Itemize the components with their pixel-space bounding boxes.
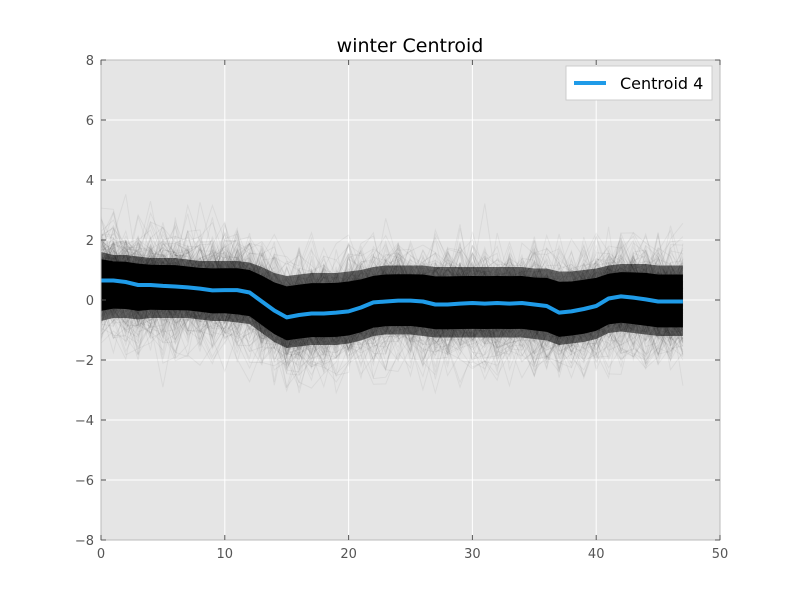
- ticks: [100, 59, 721, 541]
- x-tick-label: 10: [217, 547, 234, 562]
- y-tick-label: −2: [75, 354, 94, 369]
- background-trace: [100, 219, 684, 302]
- y-tick-label: 0: [86, 294, 94, 309]
- x-tick-label: 20: [340, 547, 357, 562]
- x-tick-label: 50: [712, 547, 729, 562]
- chart-title: winter Centroid: [337, 35, 484, 57]
- y-tick-label: 8: [86, 54, 94, 69]
- x-tick-label: 40: [588, 547, 605, 562]
- legend-label: Centroid 4: [620, 74, 703, 93]
- y-tick-label: −6: [75, 474, 94, 489]
- x-tick-label: 0: [97, 547, 105, 562]
- background-trace: [100, 201, 684, 303]
- y-tick-label: 2: [86, 234, 94, 249]
- background-trace: [100, 296, 684, 393]
- background-trace: [100, 293, 684, 389]
- y-tick-label: 6: [86, 114, 94, 129]
- background-trace: [100, 239, 684, 324]
- y-tick-label: 4: [86, 174, 94, 189]
- legend: Centroid 4: [565, 65, 713, 101]
- y-tick-label: −4: [75, 414, 94, 429]
- background-trace: [100, 287, 684, 389]
- background-trace: [100, 298, 684, 380]
- x-tick-label: 30: [464, 547, 481, 562]
- background-trace: [100, 283, 684, 380]
- y-tick-label: −8: [75, 534, 94, 549]
- series-line-centroid-4: [101, 278, 683, 320]
